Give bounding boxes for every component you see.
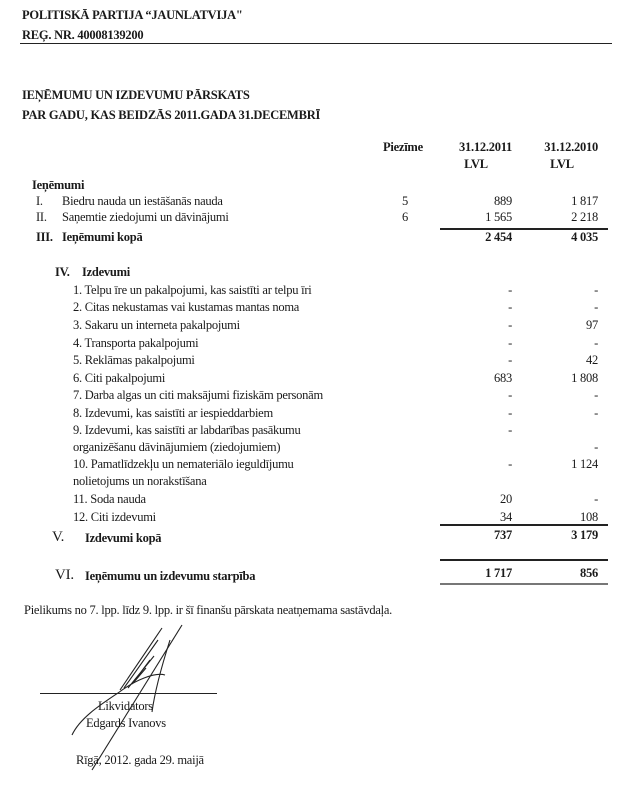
difference-bottom-rule (440, 583, 608, 585)
header-divider (20, 43, 612, 44)
signature-line (40, 693, 217, 694)
expense-row-label: 3. Sakaru un interneta pakalpojumi (73, 318, 240, 332)
expense-row-label: 1. Telpu īre un pakalpojumi, kas saistīt… (73, 283, 312, 297)
expense-row-value-2010: 97 (586, 318, 598, 332)
income-heading: Ieņēmumi (32, 178, 85, 192)
expense-row-label: 4. Transporta pakalpojumi (73, 336, 199, 350)
expense-row-label: 11. Soda nauda (73, 492, 146, 506)
income-total-rule (440, 228, 608, 230)
income-total-number: III. (36, 230, 53, 244)
income-total-label: Ieņēmumi kopā (62, 230, 143, 244)
expense-row-label: 10. Pamatlīdzekļu un nemateriālo ieguldī… (73, 457, 294, 471)
expense-row-label: 2. Citas nekustamas vai kustamas mantas … (73, 300, 300, 314)
annex-note: Pielikums no 7. lpp. līdz 9. lpp. ir šī … (24, 603, 393, 617)
column-header-note: Piezīme (383, 140, 423, 154)
income-row-note: 5 (402, 194, 408, 208)
income-row-label: Biedru nauda un iestāšanās nauda (62, 194, 223, 208)
income-total-value-2011: 2 454 (485, 230, 512, 244)
income-row-value-2011: 889 (494, 194, 512, 208)
signer-role: Likvidators (98, 699, 153, 713)
expense-row-label: 8. Izdevumi, kas saistīti ar iespieddarb… (73, 406, 273, 420)
expense-row-value-2010: - (594, 492, 598, 506)
signer-name: Edgards Ivanovs (86, 716, 166, 730)
income-row-label: Saņemtie ziedojumi un dāvinājumi (62, 210, 229, 224)
expense-total-label: Izdevumi kopā (85, 531, 162, 545)
expense-row-value-2010: 42 (586, 353, 598, 367)
expense-row-value-2010: 1 808 (571, 371, 598, 385)
expense-row-value-2011: - (508, 318, 512, 332)
expense-row-label: 5. Reklāmas pakalpojumi (73, 353, 195, 367)
expense-row-value-2010: 108 (580, 510, 598, 524)
expense-row-value-2010: - (594, 300, 598, 314)
expense-row-value-2011: - (508, 457, 512, 471)
expense-row-label: 7. Darba algas un citi maksājumi fiziskā… (73, 388, 323, 402)
difference-value-2011: 1 717 (485, 566, 512, 580)
expense-row-value-2010: - (594, 336, 598, 350)
difference-number: VI. (55, 567, 74, 583)
expense-row-value-2010: - (594, 440, 598, 454)
expense-total-number: V. (52, 529, 65, 545)
expense-row-value-2011: - (508, 388, 512, 402)
income-total-value-2010: 4 035 (571, 230, 598, 244)
expense-row-label: 6. Citi pakalpojumi (73, 371, 166, 385)
expense-row-value-2011: - (508, 353, 512, 367)
expense-row-value-2010: - (594, 283, 598, 297)
income-row-note: 6 (402, 210, 408, 224)
expense-total-rule (440, 524, 608, 526)
expense-row-value-2011: - (508, 283, 512, 297)
expense-row-value-2010: - (594, 388, 598, 402)
income-row-value-2011: 1 565 (485, 210, 512, 224)
currency-2010: LVL (550, 157, 574, 171)
expense-total-value-2010: 3 179 (571, 528, 598, 542)
difference-top-rule (440, 559, 608, 561)
expense-row-label-continued: nolietojums un norakstīšana (73, 474, 207, 488)
report-subtitle: PAR GADU, KAS BEIDZĀS 2011.GADA 31.DECEM… (22, 108, 321, 122)
expense-row-value-2011: 34 (500, 510, 512, 524)
report-title: IEŅĒMUMU UN IZDEVUMU PĀRSKATS (22, 88, 250, 102)
expense-row-value-2011: - (508, 423, 512, 437)
registration-number: REĢ. NR. 40008139200 (22, 28, 144, 42)
expense-total-value-2011: 737 (494, 528, 512, 542)
expense-row-value-2010: 1 124 (571, 457, 598, 471)
expense-row-label: 12. Citi izdevumi (73, 510, 156, 524)
difference-label: Ieņēmumu un izdevumu starpība (85, 569, 256, 583)
expenses-heading: Izdevumi (82, 265, 130, 279)
income-row-number: I. (36, 194, 43, 208)
income-row-value-2010: 1 817 (571, 194, 598, 208)
place-date: Rīgā, 2012. gada 29. maijā (76, 753, 204, 767)
expense-row-value-2011: - (508, 336, 512, 350)
expense-row-value-2011: - (508, 300, 512, 314)
income-row-number: II. (36, 210, 47, 224)
expense-row-value-2011: 683 (494, 371, 512, 385)
expense-row-value-2011: - (508, 406, 512, 420)
column-header-2011: 31.12.2011 (458, 140, 512, 154)
expense-row-value-2010: - (594, 406, 598, 420)
expense-row-value-2011: 20 (500, 492, 512, 506)
expenses-number: IV. (55, 265, 70, 279)
difference-value-2010: 856 (580, 566, 598, 580)
org-name: POLITISKĀ PARTIJA “JAUNLATVIJA" (22, 8, 243, 22)
expense-row-label: 9. Izdevumi, kas saistīti ar labdarības … (73, 423, 301, 437)
expense-row-label-continued: organizēšanu dāvinājumiem (ziedojumiem) (73, 440, 281, 454)
column-header-2010: 31.12.2010 (544, 140, 598, 154)
income-row-value-2010: 2 218 (571, 210, 598, 224)
currency-2011: LVL (464, 157, 488, 171)
